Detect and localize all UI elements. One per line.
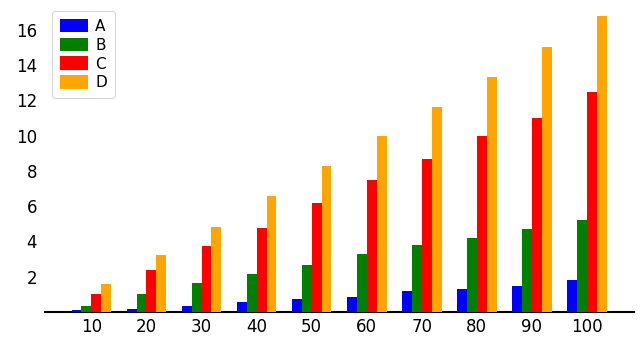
- Bar: [357, 254, 367, 312]
- Bar: [347, 297, 357, 312]
- Bar: [587, 92, 597, 312]
- Bar: [567, 280, 577, 312]
- Bar: [512, 286, 522, 312]
- Bar: [412, 245, 422, 312]
- Bar: [237, 302, 246, 312]
- Bar: [457, 289, 467, 312]
- Bar: [402, 291, 412, 312]
- Bar: [597, 16, 607, 312]
- Bar: [211, 227, 221, 312]
- Bar: [136, 294, 147, 312]
- Bar: [101, 284, 111, 312]
- Bar: [432, 107, 442, 312]
- Bar: [127, 309, 136, 312]
- Bar: [266, 196, 276, 312]
- Bar: [81, 306, 92, 312]
- Bar: [202, 246, 211, 312]
- Bar: [191, 283, 202, 312]
- Bar: [92, 294, 101, 312]
- Bar: [292, 299, 301, 312]
- Bar: [522, 229, 532, 312]
- Bar: [377, 136, 387, 312]
- Bar: [477, 136, 487, 312]
- Bar: [487, 77, 497, 312]
- Bar: [422, 159, 432, 312]
- Legend: A, B, C, D: A, B, C, D: [52, 11, 115, 98]
- Bar: [257, 228, 266, 312]
- Bar: [147, 271, 156, 312]
- Bar: [321, 165, 332, 312]
- Bar: [246, 274, 257, 312]
- Bar: [367, 180, 377, 312]
- Bar: [301, 265, 312, 312]
- Bar: [542, 47, 552, 312]
- Bar: [72, 310, 81, 312]
- Bar: [312, 203, 321, 312]
- Bar: [182, 306, 191, 312]
- Bar: [577, 220, 587, 312]
- Bar: [156, 255, 166, 312]
- Bar: [467, 238, 477, 312]
- Bar: [532, 118, 542, 312]
